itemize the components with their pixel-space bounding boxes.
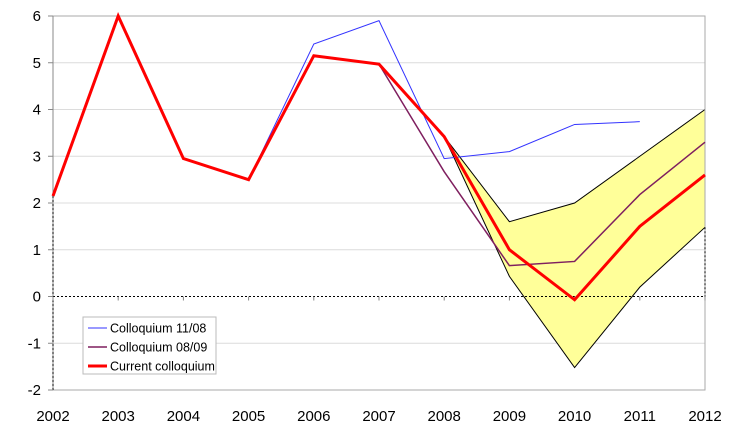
- band-lower-line: [443, 136, 706, 369]
- y-tick-label: 4: [33, 102, 41, 119]
- band-upper-line: [443, 109, 706, 223]
- y-tick-label: 0: [33, 289, 41, 306]
- series-lines: [51, 12, 706, 302]
- y-tick-label: -1: [28, 335, 41, 352]
- series-line-3: [51, 12, 706, 302]
- x-tick-label: 2005: [232, 408, 265, 425]
- axes: [48, 15, 706, 391]
- legend-label: Current colloquium: [110, 360, 215, 374]
- y-tick-label: -2: [28, 382, 41, 399]
- y-tick-label: 5: [33, 55, 41, 72]
- x-tick-label: 2002: [36, 408, 69, 425]
- y-tick-label: 1: [33, 242, 41, 259]
- series-line-2: [52, 14, 706, 267]
- y-tick-label: 6: [33, 8, 41, 25]
- x-tick-label: 2008: [428, 408, 461, 425]
- x-tick-label: 2004: [167, 408, 200, 425]
- y-tick-label: 2: [33, 195, 41, 212]
- x-tick-label: 2010: [558, 408, 591, 425]
- x-tick-label: 2011: [624, 408, 656, 425]
- series-line-1: [52, 14, 640, 197]
- y-tick-label: 3: [33, 148, 41, 165]
- band-area: [444, 109, 705, 368]
- legend-label: Colloquium 08/09: [110, 341, 207, 355]
- x-tick-label: 2009: [493, 408, 526, 425]
- forecast-band: [443, 109, 706, 369]
- legend-label: Colloquium 11/08: [110, 322, 206, 336]
- x-tick-label: 2012: [688, 408, 721, 425]
- x-tick-label: 2006: [297, 408, 330, 425]
- legend: Colloquium 11/08 Colloquium 08/09 Current …: [82, 316, 217, 375]
- x-tick-label: 2007: [362, 408, 395, 425]
- tick-labels: -2 -1 0 1 2 3 4 5 6 2002 2003 2004 2005 2006 2007 2008 2…: [28, 8, 722, 425]
- x-tick-label: 2003: [102, 408, 135, 425]
